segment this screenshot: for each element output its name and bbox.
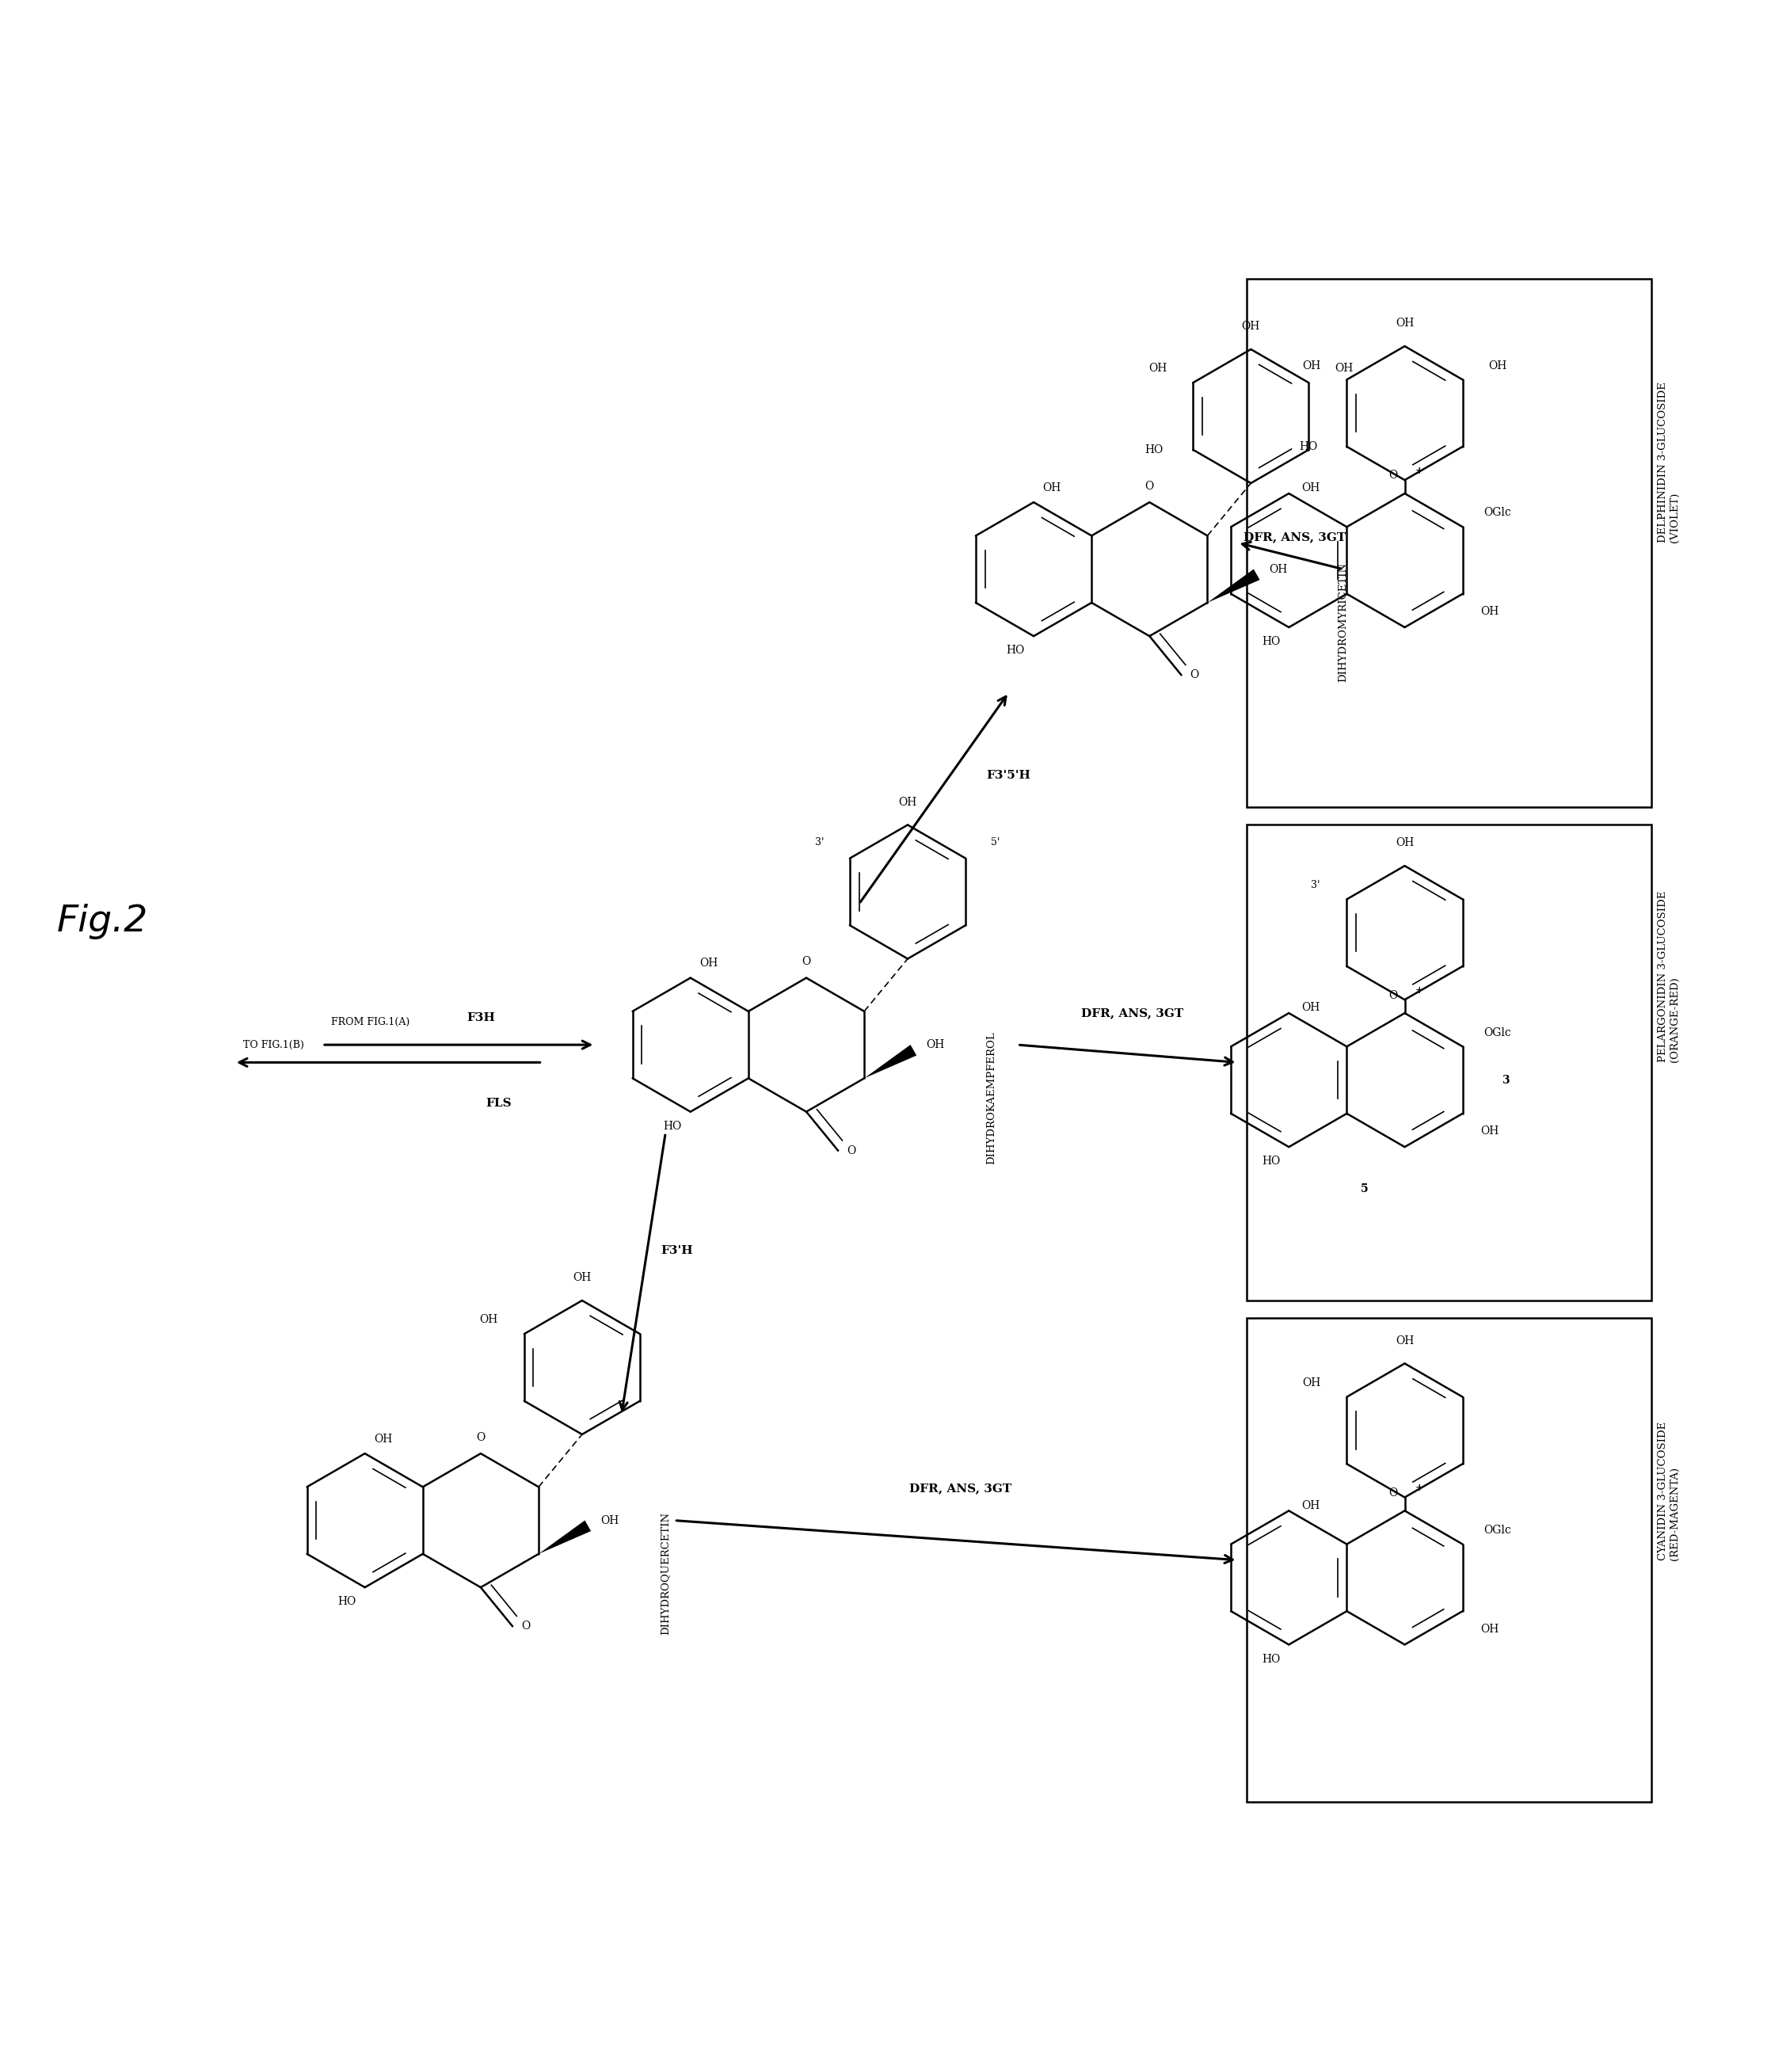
Text: OH: OH	[1241, 321, 1261, 332]
Text: CYANIDIN 3-GLUCOSIDE
(RED-MAGENTA): CYANIDIN 3-GLUCOSIDE (RED-MAGENTA)	[1658, 1421, 1679, 1560]
Text: OH: OH	[374, 1434, 391, 1444]
Text: OH: OH	[1270, 564, 1288, 574]
Text: OH: OH	[898, 796, 917, 808]
Text: HO: HO	[1261, 1653, 1280, 1664]
Text: DFR, ANS, 3GT: DFR, ANS, 3GT	[1080, 1007, 1183, 1017]
Text: HO: HO	[1146, 443, 1164, 456]
Text: O: O	[1388, 1488, 1397, 1498]
Text: F3'H: F3'H	[661, 1245, 692, 1256]
Text: TO FIG.1(B): TO FIG.1(B)	[243, 1040, 305, 1051]
Polygon shape	[864, 1044, 917, 1077]
Text: OH: OH	[480, 1314, 498, 1326]
Text: HO: HO	[1006, 644, 1025, 657]
Text: FROM FIG.1(A): FROM FIG.1(A)	[331, 1017, 409, 1028]
Text: O: O	[847, 1146, 855, 1156]
Text: O: O	[521, 1620, 530, 1631]
Text: Fig.2: Fig.2	[57, 903, 149, 939]
Text: +: +	[1415, 1484, 1424, 1494]
Text: O: O	[476, 1432, 485, 1442]
Text: OH: OH	[600, 1515, 618, 1525]
Text: OH: OH	[1489, 361, 1507, 371]
Text: F3'5'H: F3'5'H	[986, 769, 1031, 781]
Bar	[1247, 825, 1651, 1301]
Text: +: +	[1415, 984, 1424, 995]
Text: OH: OH	[1396, 317, 1413, 329]
Text: DFR, ANS, 3GT: DFR, ANS, 3GT	[1243, 533, 1346, 543]
Text: 3': 3'	[1311, 881, 1319, 891]
Text: OH: OH	[572, 1272, 592, 1283]
Text: OH: OH	[1302, 1378, 1321, 1388]
Text: OH: OH	[700, 957, 717, 970]
Text: OGlc: OGlc	[1484, 1028, 1511, 1038]
Text: +: +	[1415, 466, 1424, 477]
Text: PELARGONIDIN 3-GLUCOSIDE
(ORANGE-RED): PELARGONIDIN 3-GLUCOSIDE (ORANGE-RED)	[1658, 891, 1679, 1063]
Text: 3': 3'	[815, 837, 824, 847]
Text: O: O	[1190, 669, 1199, 680]
Text: OGlc: OGlc	[1484, 508, 1511, 518]
Polygon shape	[538, 1521, 592, 1554]
Text: OH: OH	[1043, 483, 1061, 493]
Text: HO: HO	[664, 1121, 682, 1131]
Text: OH: OH	[1396, 837, 1413, 847]
Text: OH: OH	[1302, 483, 1319, 493]
Text: OH: OH	[1302, 361, 1321, 371]
Text: O: O	[1388, 990, 1397, 1001]
Text: O: O	[802, 955, 811, 968]
Text: OH: OH	[926, 1040, 944, 1051]
Text: OH: OH	[1481, 1624, 1498, 1635]
Text: HO: HO	[1298, 441, 1318, 452]
Text: OH: OH	[1335, 363, 1353, 375]
Text: O: O	[1146, 481, 1155, 491]
Text: 3: 3	[1502, 1075, 1509, 1086]
Text: DFR, ANS, 3GT: DFR, ANS, 3GT	[909, 1484, 1011, 1494]
Text: DIHYDROQUERCETIN: DIHYDROQUERCETIN	[661, 1513, 671, 1635]
Text: HO: HO	[1261, 636, 1280, 646]
Text: OH: OH	[1396, 1334, 1413, 1347]
Bar	[1247, 278, 1651, 806]
Text: OH: OH	[1149, 363, 1167, 375]
Polygon shape	[1208, 570, 1259, 603]
Text: OH: OH	[1302, 1500, 1319, 1510]
Text: F3H: F3H	[466, 1013, 494, 1024]
Text: DIHYDROKAEMPFEROL: DIHYDROKAEMPFEROL	[986, 1032, 997, 1164]
Text: OH: OH	[1481, 1125, 1498, 1138]
Text: HO: HO	[338, 1595, 356, 1608]
Text: OH: OH	[1481, 607, 1498, 617]
Text: OGlc: OGlc	[1484, 1525, 1511, 1535]
Bar	[1247, 1318, 1651, 1803]
Text: DELPHINIDIN 3-GLUCOSIDE
(VIOLET): DELPHINIDIN 3-GLUCOSIDE (VIOLET)	[1658, 381, 1679, 543]
Text: 5: 5	[1360, 1183, 1369, 1196]
Text: DIHYDROMYRICETIN: DIHYDROMYRICETIN	[1337, 562, 1348, 682]
Text: FLS: FLS	[485, 1098, 512, 1109]
Text: OH: OH	[1302, 1003, 1319, 1013]
Text: HO: HO	[1261, 1156, 1280, 1167]
Text: 5': 5'	[992, 837, 1001, 847]
Text: O: O	[1388, 470, 1397, 481]
